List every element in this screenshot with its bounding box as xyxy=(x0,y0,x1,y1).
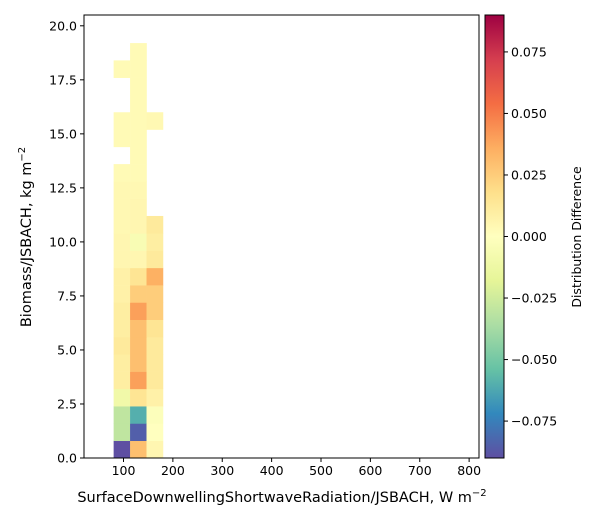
heatmap-cell xyxy=(113,371,131,390)
x-tick-label: 500 xyxy=(309,463,333,478)
heatmap-cell xyxy=(113,336,131,355)
heatmap-cell xyxy=(130,440,147,459)
heatmap-cell xyxy=(130,406,147,424)
heatmap-cell xyxy=(113,250,131,269)
heatmap-cell xyxy=(130,250,147,269)
colorbar-tick-label: 0.025 xyxy=(511,167,547,182)
heatmap-cell xyxy=(113,267,131,286)
heatmap-cell xyxy=(146,112,164,130)
y-tick-label: 15.0 xyxy=(49,126,77,141)
heatmap-cell xyxy=(146,371,164,390)
x-tick-label: 300 xyxy=(210,463,234,478)
heatmap-cell xyxy=(130,233,147,251)
heatmap-cell xyxy=(113,285,131,303)
heatmap-cell xyxy=(113,440,131,459)
heatmap-cell xyxy=(113,60,131,78)
colorbar-tick-label: −0.075 xyxy=(511,414,557,429)
heatmap-cell xyxy=(146,336,164,355)
colorbar-tick-label: 0.050 xyxy=(511,106,547,121)
colorbar-tick-label: 0.075 xyxy=(511,44,547,59)
heatmap-cell xyxy=(146,285,164,303)
y-tick-label: 20.0 xyxy=(49,18,77,33)
heatmap-cell xyxy=(113,181,131,199)
heatmap-cell xyxy=(130,181,147,199)
y-tick-label: 17.5 xyxy=(49,72,77,87)
heatmap-cell xyxy=(130,285,147,303)
heatmap-cell xyxy=(130,319,147,338)
heatmap-cell xyxy=(113,388,131,407)
heatmap-cell xyxy=(130,302,147,320)
heatmap-cell xyxy=(130,336,147,355)
heatmap-cell xyxy=(130,146,147,165)
heatmap-cell xyxy=(146,388,164,407)
y-tick-label: 10.0 xyxy=(49,234,77,249)
heatmap-cell xyxy=(130,77,147,96)
plot-area-frame xyxy=(83,14,480,459)
heatmap-cell xyxy=(130,423,147,442)
heatmap-cell xyxy=(130,198,147,217)
heatmap-cell xyxy=(113,406,131,424)
heatmap-cell xyxy=(146,440,164,459)
heatmap-cell xyxy=(130,215,147,234)
heatmap-cell xyxy=(113,215,131,234)
heatmap-cell xyxy=(130,60,147,78)
y-tick-label: 2.5 xyxy=(57,396,77,411)
heatmap-cell xyxy=(146,406,164,424)
x-tick-label: 200 xyxy=(161,463,185,478)
y-tick-label: 0.0 xyxy=(57,451,77,466)
y-tick-label: 5.0 xyxy=(57,342,77,357)
heatmap-cell xyxy=(146,233,164,251)
heatmap-cell xyxy=(113,198,131,217)
heatmap-cell xyxy=(113,319,131,338)
heatmap-cell xyxy=(130,43,147,61)
heatmap-cell xyxy=(146,250,164,269)
y-tick-label: 7.5 xyxy=(57,288,77,303)
x-tick-label: 600 xyxy=(358,463,382,478)
heatmap-cell xyxy=(113,302,131,320)
x-tick-label: 100 xyxy=(112,463,136,478)
colorbar-tick-label: −0.050 xyxy=(511,352,557,367)
x-axis-label: SurfaceDownwellingShortwaveRadiation/JSB… xyxy=(77,488,486,506)
colorbar-ticks: −0.075 −0.050 −0.025 0.000 0.025 0.050 0.075 xyxy=(504,44,557,429)
heatmap-cells xyxy=(113,43,164,459)
y-tick-label: 12.5 xyxy=(49,180,77,195)
heatmap-cell xyxy=(146,423,164,442)
heatmap-cell xyxy=(146,302,164,320)
heatmap-cell xyxy=(113,423,131,442)
x-axis-ticks: 100 200 300 400 500 600 700 800 xyxy=(112,458,481,478)
heatmap-cell xyxy=(130,354,147,372)
heatmap-cell xyxy=(113,112,131,130)
heatmap-cell xyxy=(113,354,131,372)
heatmap-cell xyxy=(146,215,164,234)
colorbar xyxy=(484,14,505,459)
heatmap-cell xyxy=(146,267,164,286)
heatmap-cell xyxy=(130,94,147,113)
heatmap-cell xyxy=(113,129,131,148)
heatmap-cell xyxy=(113,233,131,251)
x-tick-label: 700 xyxy=(408,463,432,478)
heatmap-cell xyxy=(130,388,147,407)
heatmap-cell xyxy=(146,319,164,338)
x-tick-label: 400 xyxy=(260,463,284,478)
x-tick-label: 800 xyxy=(457,463,481,478)
y-axis-label: Biomass/JSBACH, kg m−2 xyxy=(17,147,35,327)
heatmap-cell xyxy=(130,164,147,182)
heatmap-cell xyxy=(146,354,164,372)
heatmap-cell xyxy=(113,164,131,182)
colorbar-tick-label: 0.000 xyxy=(511,229,547,244)
heatmap-cell xyxy=(130,129,147,148)
heatmap-cell xyxy=(130,371,147,390)
heatmap-cell xyxy=(130,267,147,286)
colorbar-tick-label: −0.025 xyxy=(511,291,557,306)
y-axis-ticks: 0.0 2.5 5.0 7.5 10.0 12.5 15.0 17.5 20.0 xyxy=(49,18,84,466)
heatmap-cell xyxy=(130,112,147,130)
colorbar-label: Distribution Difference xyxy=(569,166,584,308)
